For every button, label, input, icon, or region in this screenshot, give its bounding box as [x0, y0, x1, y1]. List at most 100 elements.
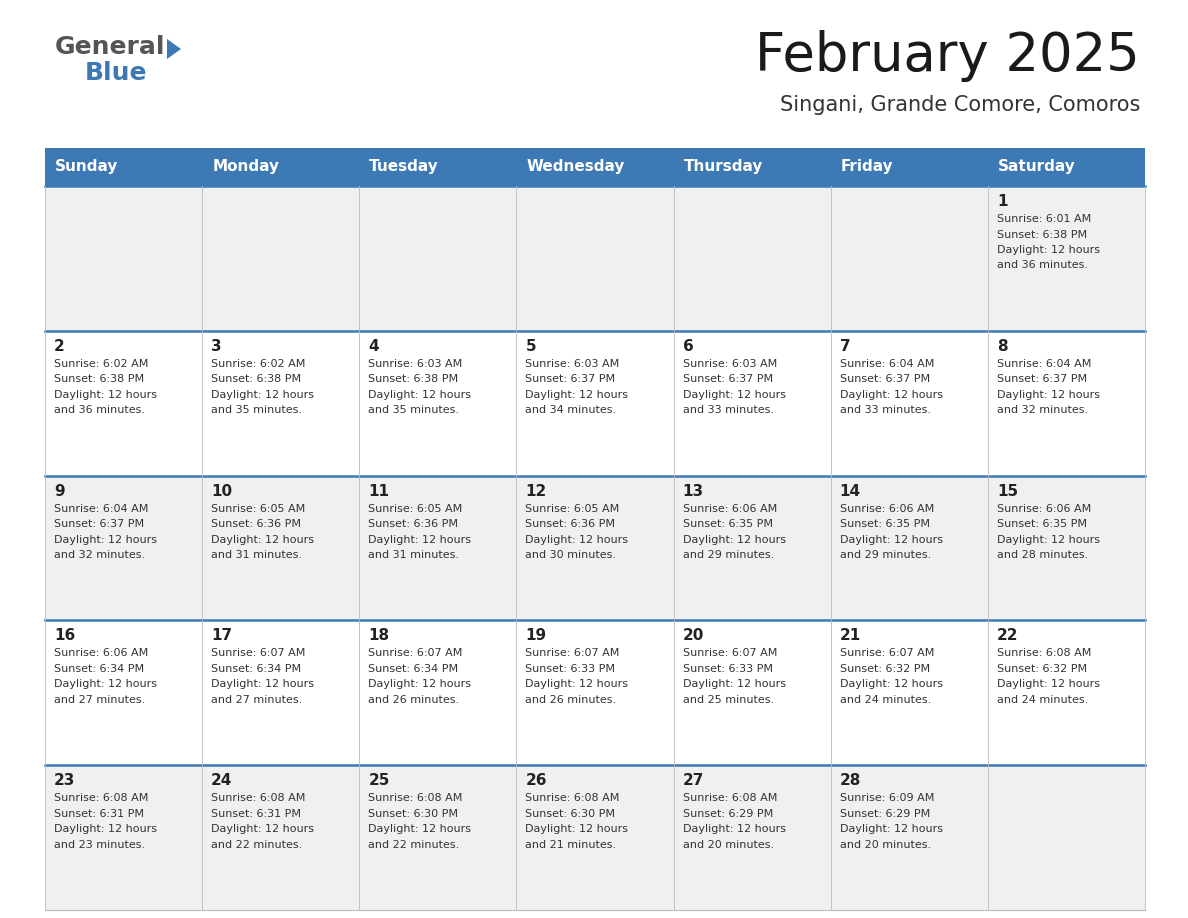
Bar: [45, 766, 1145, 910]
Text: Daylight: 12 hours: Daylight: 12 hours: [997, 679, 1100, 689]
Text: 8: 8: [997, 339, 1007, 353]
Text: Sunrise: 6:03 AM: Sunrise: 6:03 AM: [525, 359, 620, 369]
Text: Sunset: 6:34 PM: Sunset: 6:34 PM: [368, 664, 459, 674]
Text: Daylight: 12 hours: Daylight: 12 hours: [368, 679, 472, 689]
Text: Sunset: 6:36 PM: Sunset: 6:36 PM: [368, 519, 459, 529]
Text: 27: 27: [683, 773, 704, 789]
Text: Daylight: 12 hours: Daylight: 12 hours: [53, 824, 157, 834]
Text: Sunrise: 6:05 AM: Sunrise: 6:05 AM: [211, 504, 305, 513]
Text: and 26 minutes.: and 26 minutes.: [525, 695, 617, 705]
Text: and 29 minutes.: and 29 minutes.: [683, 550, 773, 560]
Text: Daylight: 12 hours: Daylight: 12 hours: [840, 390, 943, 400]
Text: Sunrise: 6:03 AM: Sunrise: 6:03 AM: [683, 359, 777, 369]
Text: and 30 minutes.: and 30 minutes.: [525, 550, 617, 560]
Text: 25: 25: [368, 773, 390, 789]
Text: 18: 18: [368, 629, 390, 644]
Text: and 22 minutes.: and 22 minutes.: [211, 840, 303, 850]
Text: and 28 minutes.: and 28 minutes.: [997, 550, 1088, 560]
Text: and 32 minutes.: and 32 minutes.: [997, 406, 1088, 415]
Bar: [517, 148, 674, 186]
Bar: [45, 186, 1145, 330]
Text: Sunset: 6:32 PM: Sunset: 6:32 PM: [840, 664, 930, 674]
Text: and 33 minutes.: and 33 minutes.: [840, 406, 930, 415]
Text: 10: 10: [211, 484, 233, 498]
Text: Singani, Grande Comore, Comoros: Singani, Grande Comore, Comoros: [779, 95, 1140, 115]
Text: and 32 minutes.: and 32 minutes.: [53, 550, 145, 560]
Text: 3: 3: [211, 339, 222, 353]
Text: Sunset: 6:31 PM: Sunset: 6:31 PM: [53, 809, 144, 819]
Bar: [45, 621, 1145, 766]
Text: 23: 23: [53, 773, 75, 789]
Text: Sunrise: 6:06 AM: Sunrise: 6:06 AM: [997, 504, 1091, 513]
Text: Daylight: 12 hours: Daylight: 12 hours: [525, 534, 628, 544]
Text: 6: 6: [683, 339, 694, 353]
Text: 9: 9: [53, 484, 64, 498]
Text: Tuesday: Tuesday: [369, 160, 440, 174]
Text: Monday: Monday: [213, 160, 279, 174]
Text: and 33 minutes.: and 33 minutes.: [683, 406, 773, 415]
Text: Sunset: 6:34 PM: Sunset: 6:34 PM: [211, 664, 302, 674]
Text: Sunset: 6:37 PM: Sunset: 6:37 PM: [525, 375, 615, 385]
Text: Saturday: Saturday: [998, 160, 1075, 174]
Bar: [45, 148, 202, 186]
Text: Sunrise: 6:07 AM: Sunrise: 6:07 AM: [211, 648, 305, 658]
Text: and 20 minutes.: and 20 minutes.: [683, 840, 773, 850]
Text: Sunrise: 6:07 AM: Sunrise: 6:07 AM: [683, 648, 777, 658]
Text: and 27 minutes.: and 27 minutes.: [211, 695, 303, 705]
Text: 20: 20: [683, 629, 704, 644]
Text: Daylight: 12 hours: Daylight: 12 hours: [368, 534, 472, 544]
Text: Sunset: 6:32 PM: Sunset: 6:32 PM: [997, 664, 1087, 674]
Text: Daylight: 12 hours: Daylight: 12 hours: [683, 390, 785, 400]
Text: 13: 13: [683, 484, 703, 498]
Text: Sunset: 6:37 PM: Sunset: 6:37 PM: [683, 375, 772, 385]
Text: Sunrise: 6:01 AM: Sunrise: 6:01 AM: [997, 214, 1091, 224]
Text: Daylight: 12 hours: Daylight: 12 hours: [368, 390, 472, 400]
Text: Sunday: Sunday: [55, 160, 119, 174]
Text: 2: 2: [53, 339, 65, 353]
Bar: [202, 148, 359, 186]
Text: Daylight: 12 hours: Daylight: 12 hours: [53, 390, 157, 400]
Text: Sunset: 6:38 PM: Sunset: 6:38 PM: [53, 375, 144, 385]
Text: Sunrise: 6:08 AM: Sunrise: 6:08 AM: [53, 793, 148, 803]
Polygon shape: [168, 39, 181, 59]
Text: and 20 minutes.: and 20 minutes.: [840, 840, 931, 850]
Text: Sunset: 6:37 PM: Sunset: 6:37 PM: [997, 375, 1087, 385]
Text: Sunrise: 6:06 AM: Sunrise: 6:06 AM: [53, 648, 148, 658]
Text: Sunrise: 6:08 AM: Sunrise: 6:08 AM: [683, 793, 777, 803]
Text: Sunset: 6:31 PM: Sunset: 6:31 PM: [211, 809, 301, 819]
Text: Sunset: 6:35 PM: Sunset: 6:35 PM: [683, 519, 772, 529]
Text: Thursday: Thursday: [683, 160, 763, 174]
Text: Sunrise: 6:08 AM: Sunrise: 6:08 AM: [211, 793, 305, 803]
Bar: [830, 148, 988, 186]
Text: Sunrise: 6:07 AM: Sunrise: 6:07 AM: [840, 648, 934, 658]
Text: Daylight: 12 hours: Daylight: 12 hours: [53, 679, 157, 689]
Bar: [359, 148, 517, 186]
Text: 28: 28: [840, 773, 861, 789]
Text: Sunrise: 6:02 AM: Sunrise: 6:02 AM: [211, 359, 305, 369]
Text: and 29 minutes.: and 29 minutes.: [840, 550, 931, 560]
Text: 21: 21: [840, 629, 861, 644]
Text: Sunset: 6:36 PM: Sunset: 6:36 PM: [525, 519, 615, 529]
Text: Daylight: 12 hours: Daylight: 12 hours: [683, 824, 785, 834]
Text: and 24 minutes.: and 24 minutes.: [840, 695, 931, 705]
Text: Sunset: 6:34 PM: Sunset: 6:34 PM: [53, 664, 144, 674]
Text: Sunrise: 6:04 AM: Sunrise: 6:04 AM: [53, 504, 148, 513]
Text: 24: 24: [211, 773, 233, 789]
Bar: [988, 148, 1145, 186]
Text: Daylight: 12 hours: Daylight: 12 hours: [211, 390, 314, 400]
Text: 16: 16: [53, 629, 75, 644]
Text: Sunset: 6:30 PM: Sunset: 6:30 PM: [368, 809, 459, 819]
Text: Daylight: 12 hours: Daylight: 12 hours: [525, 824, 628, 834]
Text: 15: 15: [997, 484, 1018, 498]
Text: Sunset: 6:37 PM: Sunset: 6:37 PM: [840, 375, 930, 385]
Text: Daylight: 12 hours: Daylight: 12 hours: [525, 390, 628, 400]
Text: General: General: [55, 35, 165, 59]
Text: and 34 minutes.: and 34 minutes.: [525, 406, 617, 415]
Text: and 22 minutes.: and 22 minutes.: [368, 840, 460, 850]
Text: Friday: Friday: [841, 160, 893, 174]
Text: and 36 minutes.: and 36 minutes.: [53, 406, 145, 415]
Text: 7: 7: [840, 339, 851, 353]
Bar: [45, 330, 1145, 476]
Text: Sunrise: 6:06 AM: Sunrise: 6:06 AM: [840, 504, 934, 513]
Text: Sunset: 6:29 PM: Sunset: 6:29 PM: [683, 809, 773, 819]
